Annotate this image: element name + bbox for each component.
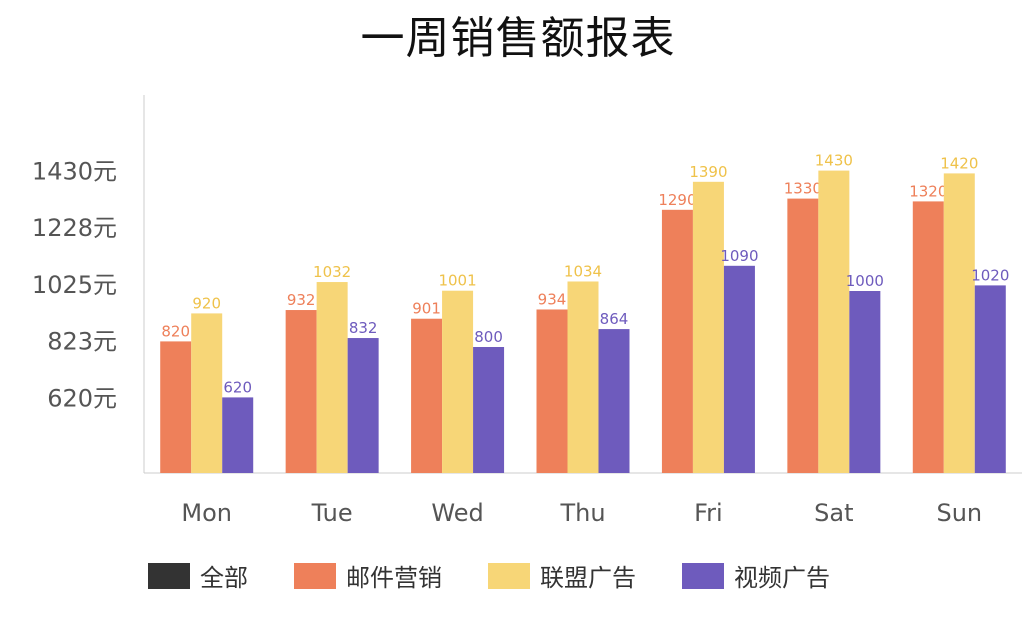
x-tick-label: Tue [311, 499, 353, 527]
bar [160, 341, 192, 473]
legend-swatch-video-ads [682, 562, 724, 589]
data-label: 934 [538, 290, 567, 308]
y-tick-label: 823元 [47, 328, 117, 356]
x-tick-label: Sat [814, 499, 853, 527]
bar [787, 198, 819, 473]
data-label: 1090 [720, 247, 758, 265]
x-tick-label: Sun [936, 499, 982, 527]
x-tick-label: Thu [559, 499, 605, 527]
bar [347, 338, 379, 473]
legend-swatch-email-marketing [294, 562, 336, 589]
bar [567, 281, 599, 473]
data-label: 1290 [658, 191, 696, 209]
bar [943, 173, 975, 473]
y-tick-label: 1430元 [32, 158, 117, 186]
data-label: 920 [192, 294, 221, 312]
y-tick-label: 1228元 [32, 214, 117, 242]
data-label: 1430 [815, 152, 853, 170]
data-label: 1330 [784, 180, 822, 198]
data-label: 820 [161, 322, 190, 340]
bar [442, 290, 474, 473]
legend-item-email-marketing[interactable]: 邮件营销 [294, 558, 442, 593]
bar [191, 313, 223, 473]
data-label: 1034 [564, 262, 602, 280]
data-label: 620 [223, 378, 252, 396]
bar [818, 170, 850, 473]
legend-swatch-affiliate-ads [488, 562, 530, 589]
x-tick-label: Wed [431, 499, 483, 527]
bar [849, 291, 881, 473]
bar [536, 309, 568, 473]
y-tick-label: 1025元 [32, 271, 117, 299]
data-label: 832 [349, 319, 378, 337]
data-label: 864 [600, 310, 629, 328]
data-label: 1000 [846, 272, 884, 290]
bar [316, 282, 348, 473]
legend-item-affiliate-ads[interactable]: 联盟广告 [488, 558, 636, 593]
data-label: 1032 [313, 263, 351, 281]
data-label: 1320 [909, 182, 947, 200]
data-label: 1020 [971, 266, 1009, 284]
bar [912, 201, 944, 473]
legend-label-email-marketing: 邮件营销 [346, 564, 442, 592]
legend-item-video-ads[interactable]: 视频广告 [682, 558, 830, 593]
legend-label-affiliate-ads: 联盟广告 [540, 564, 636, 592]
data-label: 1390 [689, 163, 727, 181]
data-label: 800 [474, 328, 503, 346]
bar [598, 329, 630, 473]
data-label: 901 [412, 300, 441, 318]
bar [723, 265, 755, 473]
chart-legend: 全部 邮件营销 联盟广告 视频广告 [148, 558, 876, 593]
chart-title: 一周销售额报表 [360, 13, 676, 64]
legend-swatch-all [148, 562, 190, 589]
bar [692, 181, 724, 474]
bar [222, 397, 254, 473]
legend-item-all[interactable]: 全部 [148, 558, 248, 593]
x-tick-label: Mon [181, 499, 232, 527]
legend-label-all: 全部 [200, 564, 248, 592]
data-label: 1001 [438, 272, 476, 290]
bar [661, 209, 693, 474]
y-tick-label: 620元 [47, 384, 117, 412]
data-label: 1420 [940, 154, 978, 172]
legend-label-video-ads: 视频广告 [734, 564, 830, 592]
x-tick-label: Fri [694, 499, 723, 527]
bar [974, 285, 1006, 473]
data-label: 932 [287, 291, 316, 309]
bar [285, 310, 317, 473]
bar [473, 347, 505, 473]
bar [411, 318, 443, 473]
